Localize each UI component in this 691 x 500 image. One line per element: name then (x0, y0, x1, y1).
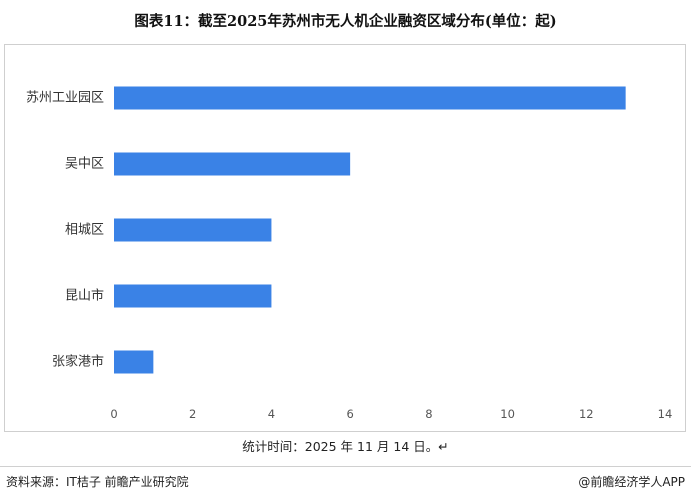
x-tick-label: 6 (346, 407, 353, 421)
x-tick-label: 12 (579, 407, 594, 421)
bar-3 (114, 284, 272, 308)
x-tick-label: 2 (189, 407, 196, 421)
bottom-divider (0, 466, 691, 467)
x-tick-label: 0 (110, 407, 117, 421)
bar-4 (114, 350, 154, 374)
category-label: 相城区 (65, 223, 104, 238)
x-tick-labels-group: 0 2 4 6 8 10 12 14 (110, 407, 672, 421)
bar-2 (114, 218, 272, 242)
credit-note: @前瞻经济学人APP (578, 475, 685, 489)
x-tick-label: 4 (268, 407, 275, 421)
category-label: 张家港市 (52, 354, 104, 370)
chart-frame (4, 44, 686, 432)
chart-title: 图表11：截至2025年苏州市无人机企业融资区域分布(单位：起) (134, 13, 557, 30)
x-tick-label: 10 (500, 407, 515, 421)
bar-1 (114, 152, 351, 176)
category-label: 吴中区 (65, 157, 104, 172)
source-note: 资料来源：IT桔子 前瞻产业研究院 (6, 475, 189, 489)
bars-group (114, 86, 626, 374)
x-tick-label: 14 (658, 407, 673, 421)
footnote: 统计时间：2025 年 11 月 14 日。↵ (242, 439, 449, 454)
category-label: 昆山市 (65, 288, 104, 304)
x-tick-label: 8 (425, 407, 432, 421)
category-label: 苏州工业园区 (26, 90, 104, 106)
bar-0 (114, 86, 626, 110)
